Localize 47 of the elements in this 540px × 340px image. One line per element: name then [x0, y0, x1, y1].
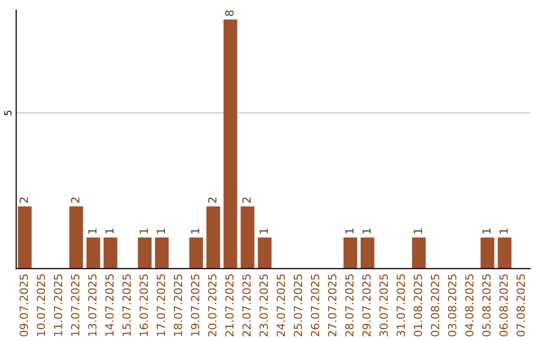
x-tick-label: 19.07.2025 [190, 274, 200, 336]
data-label: 1 [156, 228, 165, 234]
x-tick-label: 01.08.2025 [414, 274, 422, 336]
x-tick-label: 31.07.2025 [396, 274, 405, 336]
data-label: 2 [242, 198, 251, 203]
x-tick-label: 30.07.2025 [379, 274, 388, 336]
x-tick-label: 21.07.2025 [225, 274, 234, 336]
x-tick-label: 06.08.2025 [499, 274, 508, 336]
data-label: 1 [500, 228, 508, 234]
x-tick-label: 04.08.2025 [465, 274, 474, 336]
data-label: 2 [70, 198, 80, 203]
x-tick-label: 09.07.2025 [20, 274, 28, 336]
x-tick-label: 26.07.2025 [310, 274, 320, 336]
x-tick-label: 11.07.2025 [54, 274, 62, 336]
x-tick-label: 27.07.2025 [328, 274, 336, 336]
data-label: 1 [260, 228, 268, 234]
x-tick-label: 05.08.2025 [482, 274, 491, 336]
x-tick-label: 14.07.2025 [105, 274, 114, 336]
x-tick-label: 02.08.2025 [430, 274, 440, 336]
x-tick-label: 07.08.2025 [516, 274, 525, 336]
data-label: 1 [414, 228, 422, 234]
data-label: 2 [208, 198, 216, 203]
x-tick-label: 29.07.2025 [362, 274, 371, 336]
y-tick-label: 5 [4, 110, 12, 116]
data-label: 1 [88, 228, 96, 234]
x-tick-label: 15.07.2025 [122, 274, 131, 336]
x-tick-label: 12.07.2025 [70, 274, 80, 336]
x-tick-label: 03.08.2025 [448, 274, 456, 336]
x-tick-label: 10.07.2025 [36, 274, 46, 336]
x-tick-label: 22.07.2025 [242, 274, 251, 336]
x-tick-label: 24.07.2025 [276, 274, 286, 336]
x-tick-label: 17.07.2025 [156, 274, 166, 336]
data-label: 1 [140, 228, 148, 234]
data-label: 2 [20, 198, 28, 203]
x-tick-label: 25.07.2025 [294, 274, 302, 336]
data-label: 1 [482, 228, 491, 234]
x-tick-label: 28.07.2025 [345, 274, 354, 336]
x-tick-label: 16.07.2025 [140, 274, 148, 336]
x-tick-label: 23.07.2025 [259, 274, 268, 336]
data-label: 1 [105, 228, 114, 234]
data-label: 1 [191, 228, 200, 234]
x-tick-label: 20.07.2025 [208, 274, 216, 336]
data-label: 1 [345, 228, 354, 234]
x-tick-label: 13.07.2025 [88, 274, 97, 336]
x-tick-label: 18.07.2025 [174, 274, 182, 336]
data-label: 1 [362, 228, 371, 234]
data-label: 8 [225, 10, 234, 16]
